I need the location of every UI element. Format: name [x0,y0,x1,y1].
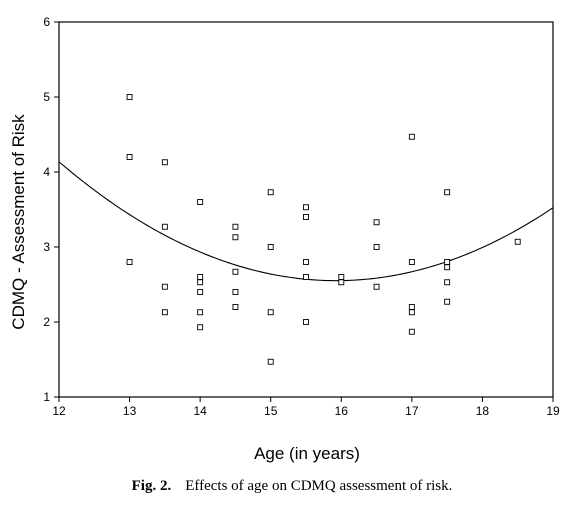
data-point-40 [444,279,451,286]
data-point-19 [267,244,274,250]
data-point-18 [267,189,274,196]
data-point-5 [161,283,168,290]
data-point-38 [444,259,451,265]
x-tick-label-6: 18 [476,404,490,418]
data-point-36 [408,328,415,335]
y-tick-label-3: 4 [43,165,50,179]
figure-caption-text: Effects of age on CDMQ assessment of ris… [185,478,453,494]
data-point-41 [444,298,451,305]
data-point-20 [267,309,274,316]
data-point-27 [338,274,345,280]
x-tick-label-4: 16 [335,404,349,418]
figure-label: Fig. 2. [131,478,172,494]
data-point-34 [408,304,415,310]
figure-caption: Fig. 2. Effects of age on CDMQ assessment… [0,478,584,495]
data-point-37 [444,189,451,196]
data-point-25 [303,274,309,280]
data-point-0 [126,94,133,100]
data-point-31 [373,283,380,290]
y-tick-label-1: 2 [43,315,50,329]
data-point-4 [161,223,168,230]
data-point-6 [161,309,168,316]
data-point-21 [267,358,274,365]
data-point-32 [408,133,415,140]
y-axis-title-group: CDMQ - Assessment of Risk [9,114,28,330]
x-tick-label-1: 13 [123,404,137,418]
data-point-33 [408,259,415,265]
data-point-35 [408,309,415,316]
data-point-22 [303,204,309,211]
data-point-39 [444,264,451,271]
data-point-3 [161,159,168,166]
data-point-7 [197,199,204,205]
data-point-17 [232,304,239,310]
x-tick-label-7: 19 [546,404,560,418]
plot-frame [58,21,554,398]
data-point-1 [126,154,133,160]
y-axis-title: CDMQ - Assessment of Risk [9,114,28,330]
x-tick-label-0: 12 [52,404,66,418]
x-tick-label-5: 17 [405,404,419,418]
data-point-13 [232,223,239,230]
x-axis-title: Age (in years) [254,444,360,463]
data-point-29 [373,219,380,226]
data-point-11 [197,309,204,316]
data-point-42 [514,238,521,245]
data-point-16 [232,289,239,295]
x-tick-label-3: 15 [264,404,278,418]
data-point-28 [338,279,345,286]
data-point-12 [197,324,204,331]
data-point-8 [197,274,204,280]
y-tick-label-2: 3 [43,240,50,254]
data-point-26 [303,319,309,325]
y-tick-label-0: 1 [43,390,50,404]
data-point-14 [232,234,239,241]
data-point-23 [303,214,309,220]
data-point-30 [373,244,380,250]
data-point-15 [232,268,239,275]
data-point-10 [197,289,204,295]
x-tick-label-2: 14 [193,404,207,418]
data-point-2 [126,259,133,265]
y-tick-label-5: 6 [43,15,50,29]
scatter-chart: CDMQ - Assessment of Risk Age (in years)… [9,15,560,463]
y-tick-label-4: 5 [43,90,50,104]
data-point-9 [197,279,204,286]
data-point-24 [303,259,309,265]
